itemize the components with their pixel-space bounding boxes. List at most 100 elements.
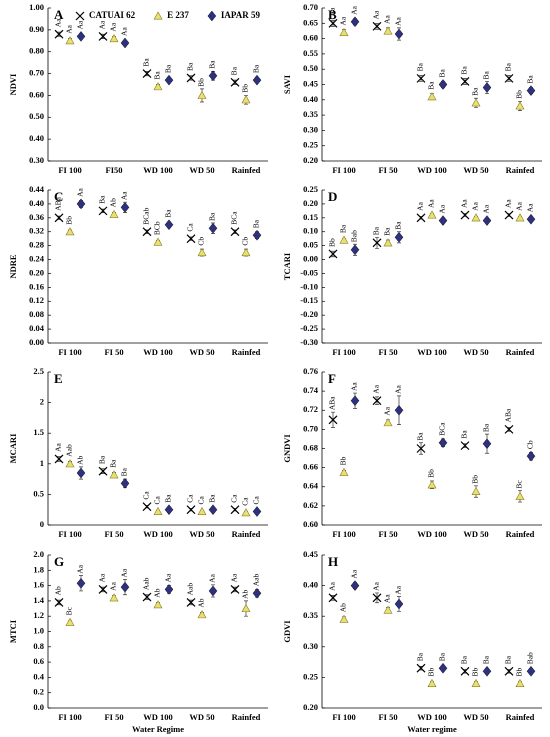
y-axis-label: GDVI	[282, 620, 292, 643]
significance-letters: Ba	[142, 58, 151, 67]
y-tick-label: 0.20	[303, 155, 318, 165]
y-tick-label: 0.6	[33, 656, 44, 666]
x-tick-label: WD 50	[189, 165, 214, 175]
significance-letters: Ba	[471, 87, 480, 96]
marker-diamond	[208, 70, 218, 82]
x-tick-label: Rainfed	[506, 712, 535, 722]
marker-x	[75, 11, 85, 21]
significance-letters: Ba	[98, 195, 107, 204]
y-tick-label: 0.2	[33, 687, 44, 697]
significance-letters: Ba	[109, 459, 118, 468]
significance-letters: Ba	[482, 423, 491, 432]
marker-x	[142, 502, 152, 512]
marker-x	[460, 441, 470, 451]
marker-diamond	[76, 198, 86, 210]
x-tick-label: WD 50	[463, 165, 488, 175]
y-tick-label: 0.40	[303, 94, 318, 104]
x-tick-label: FI 100	[332, 712, 355, 722]
significance-letters: Bb	[471, 668, 480, 677]
significance-letters: Aa	[383, 15, 392, 24]
significance-letters: Ba	[394, 221, 403, 230]
marker-diamond	[76, 31, 86, 42]
significance-letters: Ba	[186, 62, 195, 71]
y-tick-label: 0.05	[303, 240, 318, 250]
significance-letters: Aa	[339, 16, 348, 25]
significance-letters: Aa	[164, 573, 173, 582]
y-tick-label: 0.40	[303, 580, 318, 590]
significance-letters: Ca	[153, 496, 162, 505]
marker-triangle	[471, 678, 481, 688]
marker-triangle	[109, 209, 119, 218]
y-axis-label: MCARI	[8, 433, 18, 463]
y-tick-label: 0.68	[303, 442, 318, 452]
y-tick-label: 0.60	[303, 33, 318, 43]
significance-letters: Ab	[76, 455, 85, 464]
y-tick-label: 1.0	[33, 625, 44, 635]
marker-x	[98, 466, 108, 476]
y-tick-label: 0.65	[303, 17, 318, 27]
significance-letters: Ab	[153, 588, 162, 597]
significance-letters: Bb	[515, 90, 524, 99]
marker-diamond	[526, 85, 536, 97]
marker-x	[186, 73, 196, 83]
y-tick-label: 0.60	[29, 89, 44, 99]
y-tick-label: 0.45	[303, 549, 318, 559]
significance-letters: Aa	[515, 201, 524, 210]
marker-triangle	[339, 467, 349, 476]
marker-diamond	[526, 450, 536, 462]
marker-diamond	[526, 213, 536, 225]
significance-letters: Ba	[383, 227, 392, 236]
x-tick-label: WD 100	[417, 347, 447, 357]
significance-letters: BCab	[142, 207, 151, 224]
significance-letters: Ba	[208, 60, 217, 69]
marker-x	[328, 18, 338, 28]
y-tick-label: 0.04	[29, 323, 45, 333]
significance-letters: Ca	[241, 497, 250, 506]
x-tick-label: WD 100	[143, 529, 173, 539]
marker-diamond	[207, 10, 217, 22]
marker-diamond	[394, 28, 404, 40]
marker-triangle	[339, 614, 349, 623]
y-tick-label: 0.16	[29, 281, 44, 291]
significance-letters: Ba	[208, 494, 217, 503]
significance-letters: Ba	[460, 65, 469, 74]
y-tick-label: 0.30	[303, 641, 318, 651]
significance-letters: Cb	[241, 237, 250, 246]
marker-diamond	[350, 244, 360, 256]
y-tick-label: 0.70	[29, 68, 44, 78]
y-tick-label: 0.80	[29, 46, 44, 56]
significance-letters: Aa	[372, 581, 381, 590]
y-tick-label: -0.30	[300, 337, 318, 347]
significance-letters: Ba	[98, 455, 107, 464]
y-tick-label: 1	[40, 458, 44, 468]
marker-triangle	[241, 603, 251, 613]
x-tick-label: FI50	[106, 165, 123, 175]
marker-x	[54, 213, 64, 223]
significance-letters: Ba	[252, 219, 261, 228]
panel-letter: E	[54, 371, 63, 386]
marker-triangle	[515, 491, 525, 500]
marker-diamond	[482, 665, 492, 677]
marker-diamond	[438, 79, 448, 90]
significance-letters: Bb	[65, 216, 74, 225]
x-tick-label: WD 50	[189, 529, 214, 539]
marker-diamond	[208, 222, 218, 234]
marker-x	[230, 505, 240, 515]
y-tick-label: 0.40	[29, 198, 44, 208]
significance-letters: Ba	[164, 209, 173, 218]
y-tick-label: -0.15	[300, 295, 318, 305]
x-tick-label: FI 100	[332, 347, 355, 357]
significance-letters: BCa	[230, 211, 239, 225]
marker-diamond	[350, 395, 360, 407]
significance-letters: Ba	[339, 224, 348, 233]
significance-letters: Ba	[230, 66, 239, 75]
significance-letters: Ba	[416, 652, 425, 661]
significance-letters: Aa	[208, 573, 217, 582]
marker-diamond	[120, 37, 130, 49]
y-tick-label: -0.25	[300, 323, 318, 333]
panel-letter: B	[328, 7, 337, 22]
y-tick-label: -0.20	[300, 309, 318, 319]
marker-x	[416, 213, 426, 223]
legend-label: E 237	[167, 10, 189, 20]
x-tick-label: WD 100	[143, 712, 173, 722]
